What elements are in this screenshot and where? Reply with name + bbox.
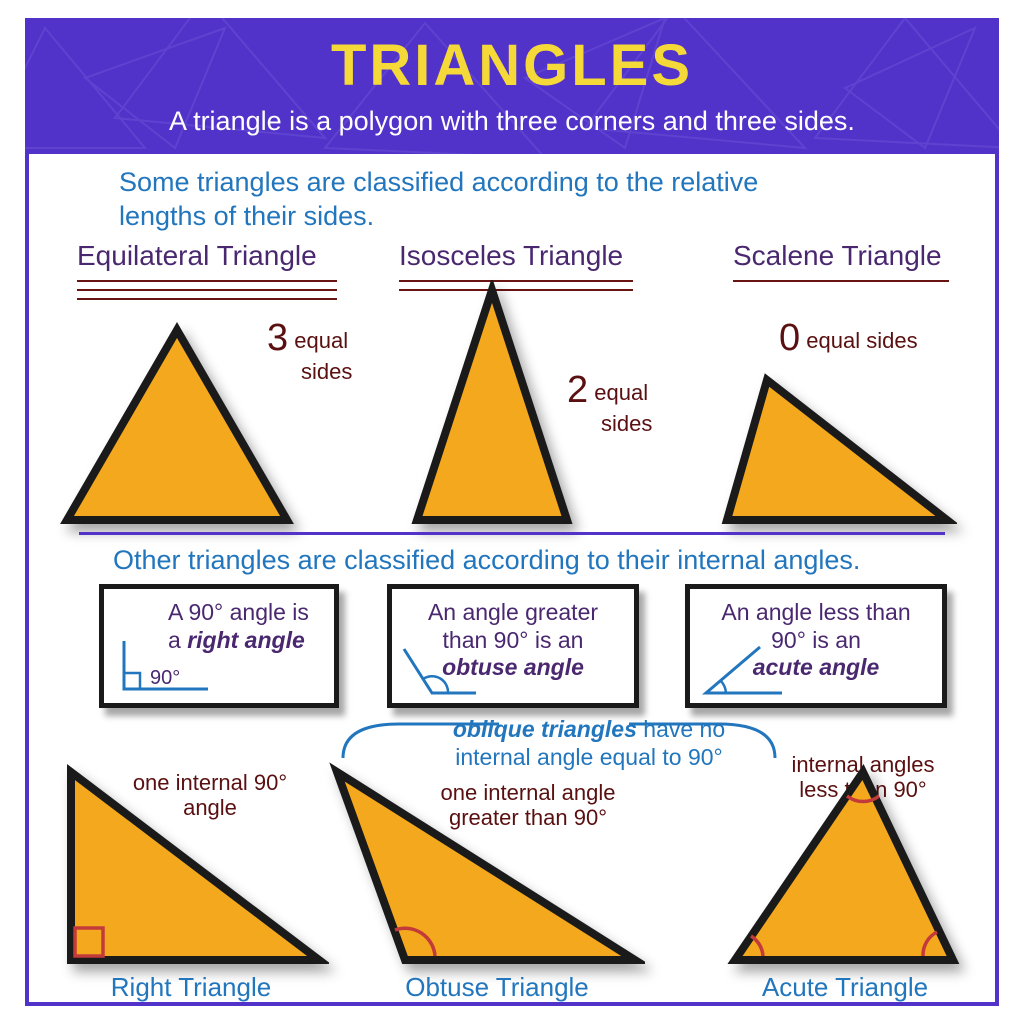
section2-heading: Other triangles are classified according… — [113, 544, 953, 578]
type-label-equilateral: Equilateral Triangle — [77, 240, 317, 272]
rule-lines-scalene — [733, 280, 949, 289]
obtuse-triangle-shape — [325, 760, 645, 970]
equal-sides-scalene: 0 equal sides — [779, 318, 918, 360]
rule-lines-equilateral — [77, 280, 337, 307]
equal-sides-isosceles: 2 equal sides — [567, 370, 652, 436]
acute-triangle-shape — [723, 760, 963, 970]
acute-angle-icon — [696, 643, 786, 699]
angle-box-acute: An angle less than 90° is an acute angle — [685, 584, 947, 708]
subtitle: A triangle is a polygon with three corne… — [25, 106, 999, 137]
section1-heading: Some triangles are classified according … — [119, 166, 799, 234]
scalene-triangle-shape — [717, 370, 957, 530]
main-title: TRIANGLES — [25, 32, 999, 99]
angle-box-right: A 90° angle is a right angle 90° — [99, 584, 339, 708]
obtuse-angle-icon — [398, 643, 478, 699]
acute-triangle-caption: Acute Triangle — [745, 972, 945, 1003]
section-divider — [79, 532, 945, 535]
right-triangle-shape — [59, 760, 329, 970]
type-label-isosceles: Isosceles Triangle — [399, 240, 623, 272]
isosceles-triangle-shape — [407, 280, 577, 530]
header-banner: TRIANGLES A triangle is a polygon with t… — [25, 18, 999, 154]
poster-frame: TRIANGLES A triangle is a polygon with t… — [25, 18, 999, 1006]
obtuse-triangle-caption: Obtuse Triangle — [387, 972, 607, 1003]
type-label-scalene: Scalene Triangle — [733, 240, 942, 272]
right-triangle-caption: Right Triangle — [91, 972, 291, 1003]
svg-text:90°: 90° — [150, 667, 180, 689]
right-angle-icon: 90° — [112, 637, 212, 697]
angle-box-obtuse: An angle greater than 90° is an obtuse a… — [387, 584, 639, 708]
equilateral-triangle-shape — [57, 320, 297, 530]
